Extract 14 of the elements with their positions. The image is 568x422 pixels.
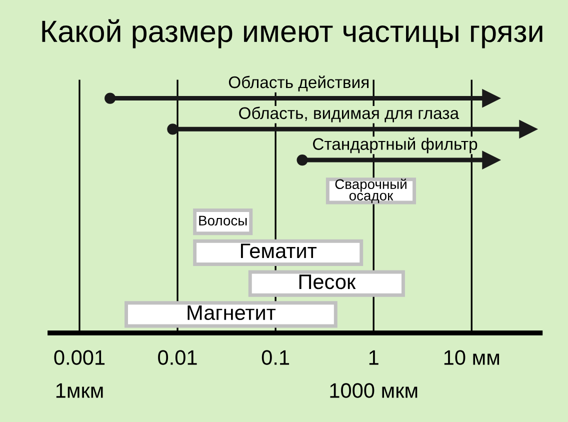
x-tick-label: 1 1000 мкм: [330, 350, 418, 398]
x-tick-label: 0.01: [158, 350, 197, 365]
x-tick-label: 0.001 1мкм: [54, 350, 105, 398]
y-tick-label: Стандартный фильтр: [313, 137, 478, 154]
y-tick-label: Область действия: [228, 76, 368, 92]
y-tick-label: Сварочный осадок: [335, 178, 406, 204]
y-tick-label: Область, видимая для глаза: [239, 106, 460, 122]
x-tick-label: 0.1: [262, 350, 290, 365]
y-tick-label: Волосы: [199, 216, 247, 226]
x-tick-label: 10 мм: [444, 350, 500, 365]
y-tick-label: Гематит: [240, 244, 317, 258]
y-tick-label: Магнетит: [188, 305, 276, 320]
y-tick-label: Песок: [299, 274, 356, 290]
chart-title: Какой размер имеют частицы грязи: [42, 19, 542, 48]
